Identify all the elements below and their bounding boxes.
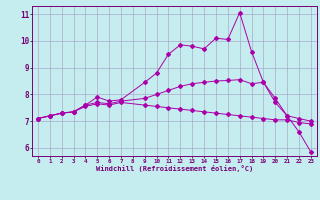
X-axis label: Windchill (Refroidissement éolien,°C): Windchill (Refroidissement éolien,°C)	[96, 165, 253, 172]
